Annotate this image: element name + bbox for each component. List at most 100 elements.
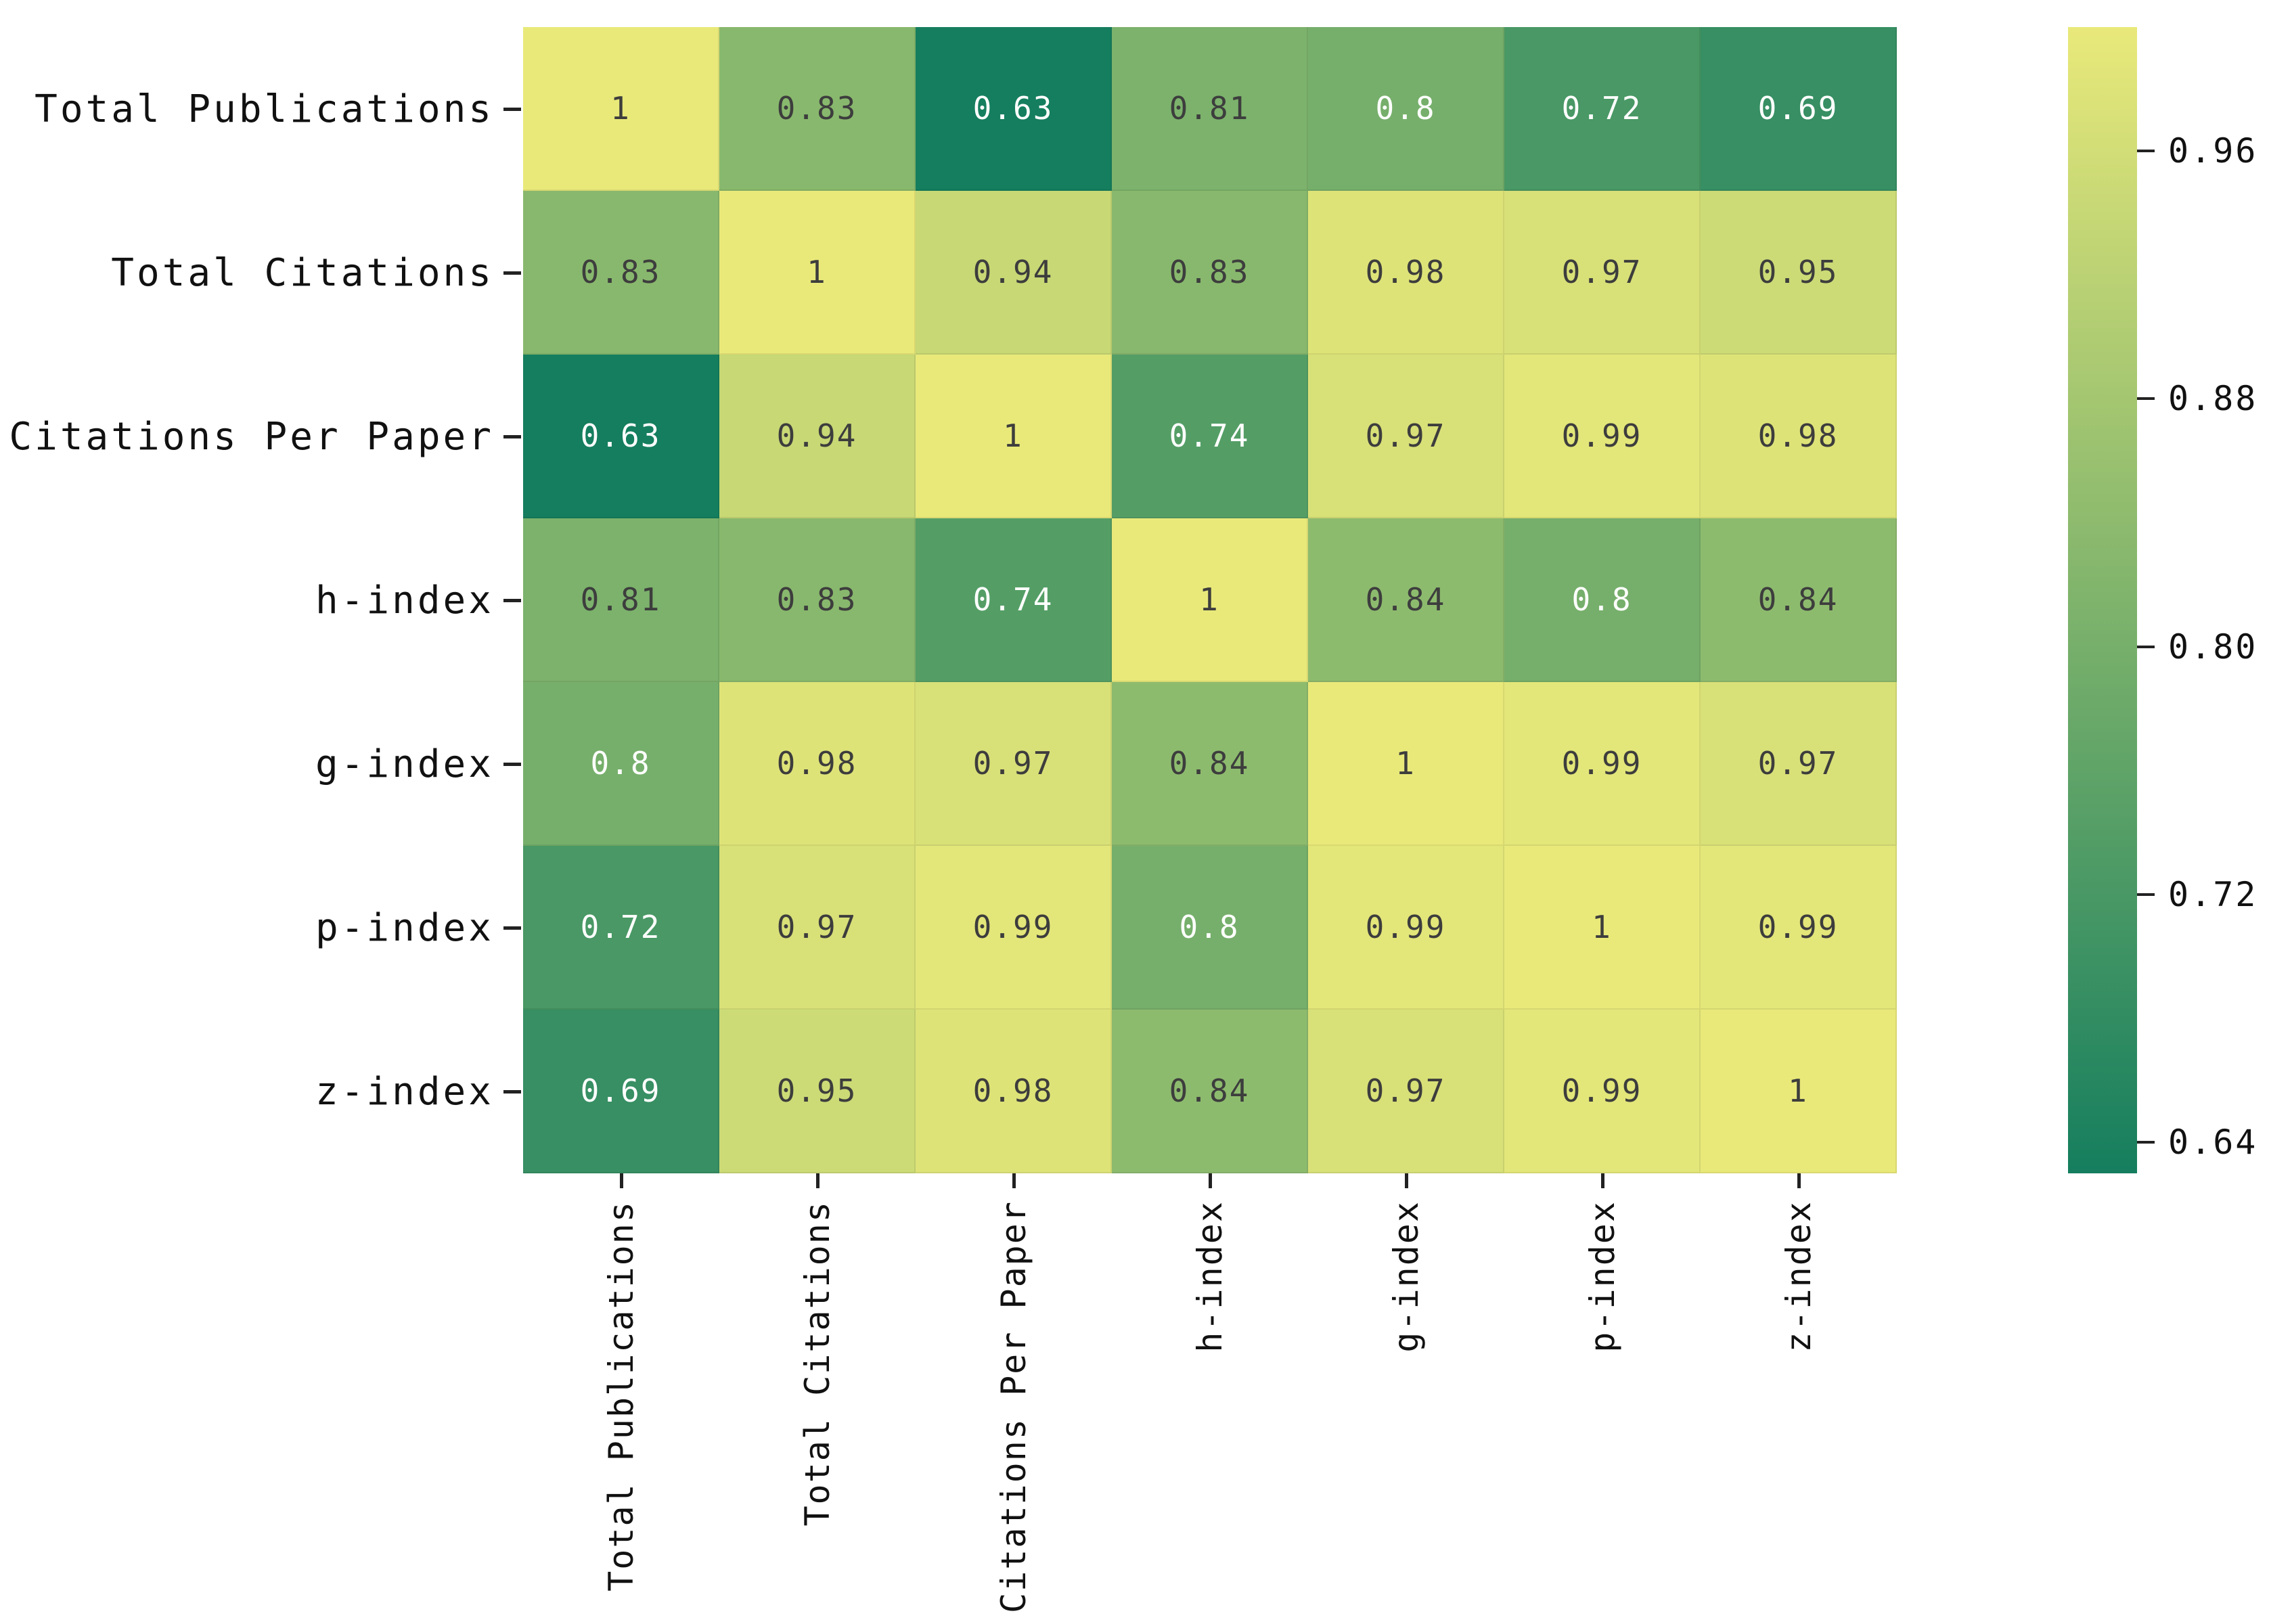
- cell-value: 0.74: [972, 581, 1054, 618]
- y-axis-row: Total Publications: [0, 27, 523, 191]
- heatmap-cell: 0.97: [916, 682, 1112, 846]
- x-axis-column: z-index: [1701, 1173, 1897, 1624]
- x-tick-label: z-index: [1779, 1200, 1818, 1353]
- heatmap-cell: 0.69: [1701, 27, 1897, 191]
- heatmap-cell: 0.99: [1308, 846, 1504, 1010]
- cell-value: 0.97: [1561, 254, 1642, 290]
- x-tick-label: h-index: [1190, 1200, 1230, 1353]
- heatmap-cell: 0.94: [916, 191, 1112, 355]
- heatmap-cell: 1: [523, 27, 719, 191]
- heatmap-cell: 0.83: [719, 518, 916, 682]
- cell-value: 0.81: [1169, 90, 1250, 127]
- x-tick-label: Total Citations: [798, 1200, 837, 1527]
- colorbar-tick-mark: [2137, 645, 2155, 648]
- y-tick-mark: [503, 107, 521, 111]
- cell-value: 1: [1003, 418, 1023, 454]
- cell-value: 0.81: [580, 581, 661, 618]
- cell-value: 0.69: [580, 1073, 661, 1109]
- x-tick-mark: [1600, 1173, 1604, 1188]
- colorbar-tick-label: 0.80: [2168, 627, 2258, 667]
- heatmap-cell: 0.8: [523, 682, 719, 846]
- cell-value: 0.97: [1365, 418, 1446, 454]
- cell-value: 0.74: [1169, 418, 1250, 454]
- x-tick-label: Total Publications: [602, 1200, 641, 1592]
- x-tick-label: Citations Per Paper: [994, 1200, 1033, 1613]
- cell-value: 0.63: [580, 418, 661, 454]
- cell-value: 0.94: [776, 418, 857, 454]
- heatmap-cell: 0.81: [1112, 27, 1308, 191]
- cell-value: 0.72: [580, 909, 661, 945]
- cell-value: 0.95: [776, 1073, 857, 1109]
- heatmap-cell: 1: [1701, 1010, 1897, 1173]
- y-tick-mark: [503, 1089, 521, 1093]
- heatmap-cell: 0.98: [916, 1010, 1112, 1173]
- cell-value: 0.97: [1757, 745, 1839, 782]
- heatmap-cell: 1: [1308, 682, 1504, 846]
- cell-value: 1: [1788, 1073, 1808, 1109]
- x-axis-column: Total Citations: [719, 1173, 916, 1624]
- heatmap-grid: 1 0.83 0.63 0.81 0.8 0.72 0.69 0.83 1 0.94 0.83 0.9…: [523, 27, 1897, 1173]
- cell-value: 0.83: [776, 581, 857, 618]
- heatmap-cell: 0.84: [1701, 518, 1897, 682]
- colorbar-tick-label: 0.72: [2168, 874, 2258, 914]
- heatmap-cell: 0.97: [1308, 1010, 1504, 1173]
- cell-value: 0.69: [1757, 90, 1839, 127]
- heatmap-cell: 0.97: [719, 846, 916, 1010]
- y-tick-mark: [503, 598, 521, 602]
- cell-value: 1: [1395, 745, 1416, 782]
- heatmap-cell: 0.97: [1701, 682, 1897, 846]
- x-axis-column: p-index: [1504, 1173, 1701, 1624]
- heatmap-cell: 0.95: [1701, 191, 1897, 355]
- heatmap-cell: 0.63: [523, 355, 719, 518]
- cell-value: 0.97: [776, 909, 857, 945]
- cell-value: 0.99: [1757, 909, 1839, 945]
- heatmap-cell: 0.84: [1112, 682, 1308, 846]
- y-tick-mark: [503, 762, 521, 766]
- y-tick-label: Total Publications: [35, 87, 494, 131]
- heatmap-cell: 0.72: [523, 846, 719, 1010]
- y-tick-label: Total Citations: [111, 250, 494, 295]
- y-axis-labels: Total Publications Total Citations Citatio…: [0, 27, 523, 1173]
- heatmap-cell: 0.63: [916, 27, 1112, 191]
- heatmap-cell: 0.97: [1504, 191, 1701, 355]
- x-axis-labels: Total Publications Total Citations Citatio…: [523, 1173, 1897, 1624]
- heatmap-cell: 0.81: [523, 518, 719, 682]
- heatmap-cell: 0.99: [1504, 682, 1701, 846]
- heatmap-cell: 0.94: [719, 355, 916, 518]
- cell-value: 0.94: [972, 254, 1054, 290]
- cell-value: 0.8: [590, 745, 651, 782]
- heatmap-cell: 0.74: [1112, 355, 1308, 518]
- x-tick-mark: [815, 1173, 819, 1188]
- x-tick-mark: [1012, 1173, 1016, 1188]
- cell-value: 0.99: [1561, 1073, 1642, 1109]
- heatmap-cell: 0.95: [719, 1010, 916, 1173]
- cell-value: 0.83: [776, 90, 857, 127]
- cell-value: 1: [1199, 581, 1219, 618]
- heatmap-cell: 0.99: [1504, 1010, 1701, 1173]
- heatmap-cell: 0.83: [1112, 191, 1308, 355]
- cell-value: 0.98: [1757, 418, 1839, 454]
- x-axis-column: Citations Per Paper: [916, 1173, 1112, 1624]
- heatmap-cell: 1: [1504, 846, 1701, 1010]
- heatmap-cell: 0.84: [1308, 518, 1504, 682]
- x-tick-mark: [1797, 1173, 1801, 1188]
- heatmap-cell: 0.97: [1308, 355, 1504, 518]
- cell-value: 0.83: [1169, 254, 1250, 290]
- heatmap-cell: 0.69: [523, 1010, 719, 1173]
- heatmap-cell: 0.98: [1701, 355, 1897, 518]
- colorbar-tick-mark: [2137, 150, 2155, 153]
- heatmap-cell: 0.98: [719, 682, 916, 846]
- cell-value: 0.84: [1169, 745, 1250, 782]
- cell-value: 0.98: [972, 1073, 1054, 1109]
- cell-value: 0.98: [1365, 254, 1446, 290]
- colorbar-tick-mark: [2137, 1141, 2155, 1144]
- heatmap-cell: 0.83: [523, 191, 719, 355]
- heatmap-cell: 0.99: [916, 846, 1112, 1010]
- cell-value: 0.99: [972, 909, 1054, 945]
- x-axis-column: g-index: [1308, 1173, 1504, 1624]
- x-tick-mark: [1208, 1173, 1212, 1188]
- heatmap-cell: 0.8: [1112, 846, 1308, 1010]
- y-axis-row: z-index: [0, 1010, 523, 1173]
- y-tick-mark: [503, 926, 521, 930]
